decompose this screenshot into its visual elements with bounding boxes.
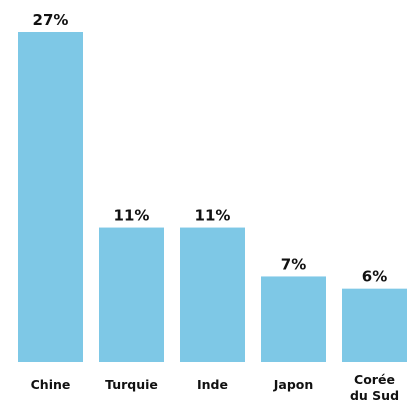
category-label-line: Japon	[273, 377, 314, 392]
bar-2	[99, 227, 164, 362]
category-label-3: Inde	[197, 377, 228, 392]
value-label-1: 27%	[33, 11, 69, 29]
category-label-line: Chine	[31, 377, 71, 392]
category-label-line: Corée	[354, 372, 395, 387]
bars-layer	[18, 32, 407, 362]
category-labels-layer: Chine Turquie Inde Japon Corée du Sud	[31, 372, 399, 403]
category-label-line: Inde	[197, 377, 228, 392]
value-label-2: 11%	[114, 207, 150, 225]
category-label-4: Japon	[273, 377, 314, 392]
bar-5	[342, 288, 407, 362]
category-label-2: Turquie	[105, 377, 158, 392]
value-label-3: 11%	[195, 207, 231, 225]
category-label-5: Corée du Sud	[350, 372, 399, 403]
value-labels-layer: 27% 11% 11% 7% 6%	[33, 11, 388, 286]
bar-1	[18, 32, 83, 362]
value-label-5: 6%	[362, 268, 387, 286]
value-label-4: 7%	[281, 255, 306, 273]
category-label-line: du Sud	[350, 388, 399, 403]
bar-4	[261, 276, 326, 362]
bar-3	[180, 227, 245, 362]
category-label-line: Turquie	[105, 377, 158, 392]
category-label-1: Chine	[31, 377, 71, 392]
